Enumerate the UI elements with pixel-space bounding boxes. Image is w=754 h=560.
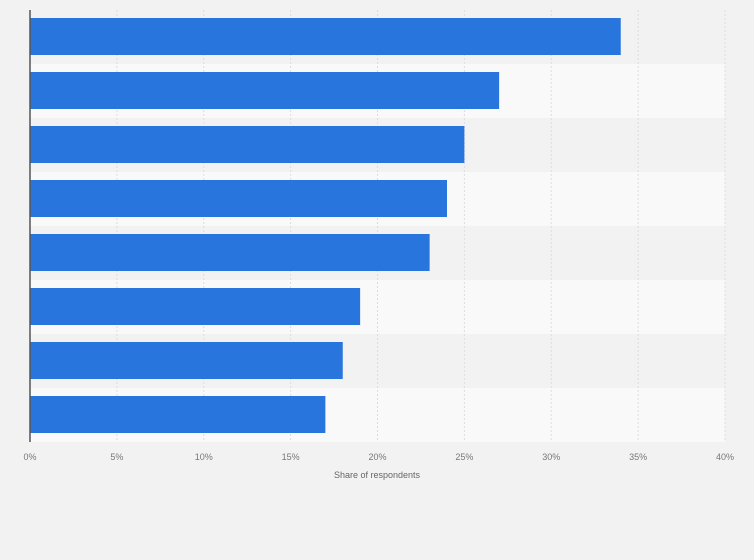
x-tick-label: 35% xyxy=(629,452,647,462)
x-tick-label: 20% xyxy=(368,452,386,462)
bar xyxy=(30,396,326,433)
bar xyxy=(30,18,621,55)
x-tick-label: 40% xyxy=(716,452,734,462)
x-axis-label: Share of respondents xyxy=(334,470,421,480)
bar xyxy=(30,342,343,379)
x-tick-label: 0% xyxy=(23,452,36,462)
bar xyxy=(30,126,465,163)
bars xyxy=(30,18,621,433)
x-tick-label: 25% xyxy=(455,452,473,462)
x-tick-label: 5% xyxy=(110,452,123,462)
bar xyxy=(30,234,430,271)
x-tick-label: 15% xyxy=(282,452,300,462)
bar xyxy=(30,72,500,109)
x-tick-labels: 0% 5% 10% 15% 20% 25% 30% 35% 40% xyxy=(23,452,734,462)
x-tick-label: 30% xyxy=(542,452,560,462)
bar xyxy=(30,180,447,217)
bar xyxy=(30,288,361,325)
x-tick-label: 10% xyxy=(195,452,213,462)
